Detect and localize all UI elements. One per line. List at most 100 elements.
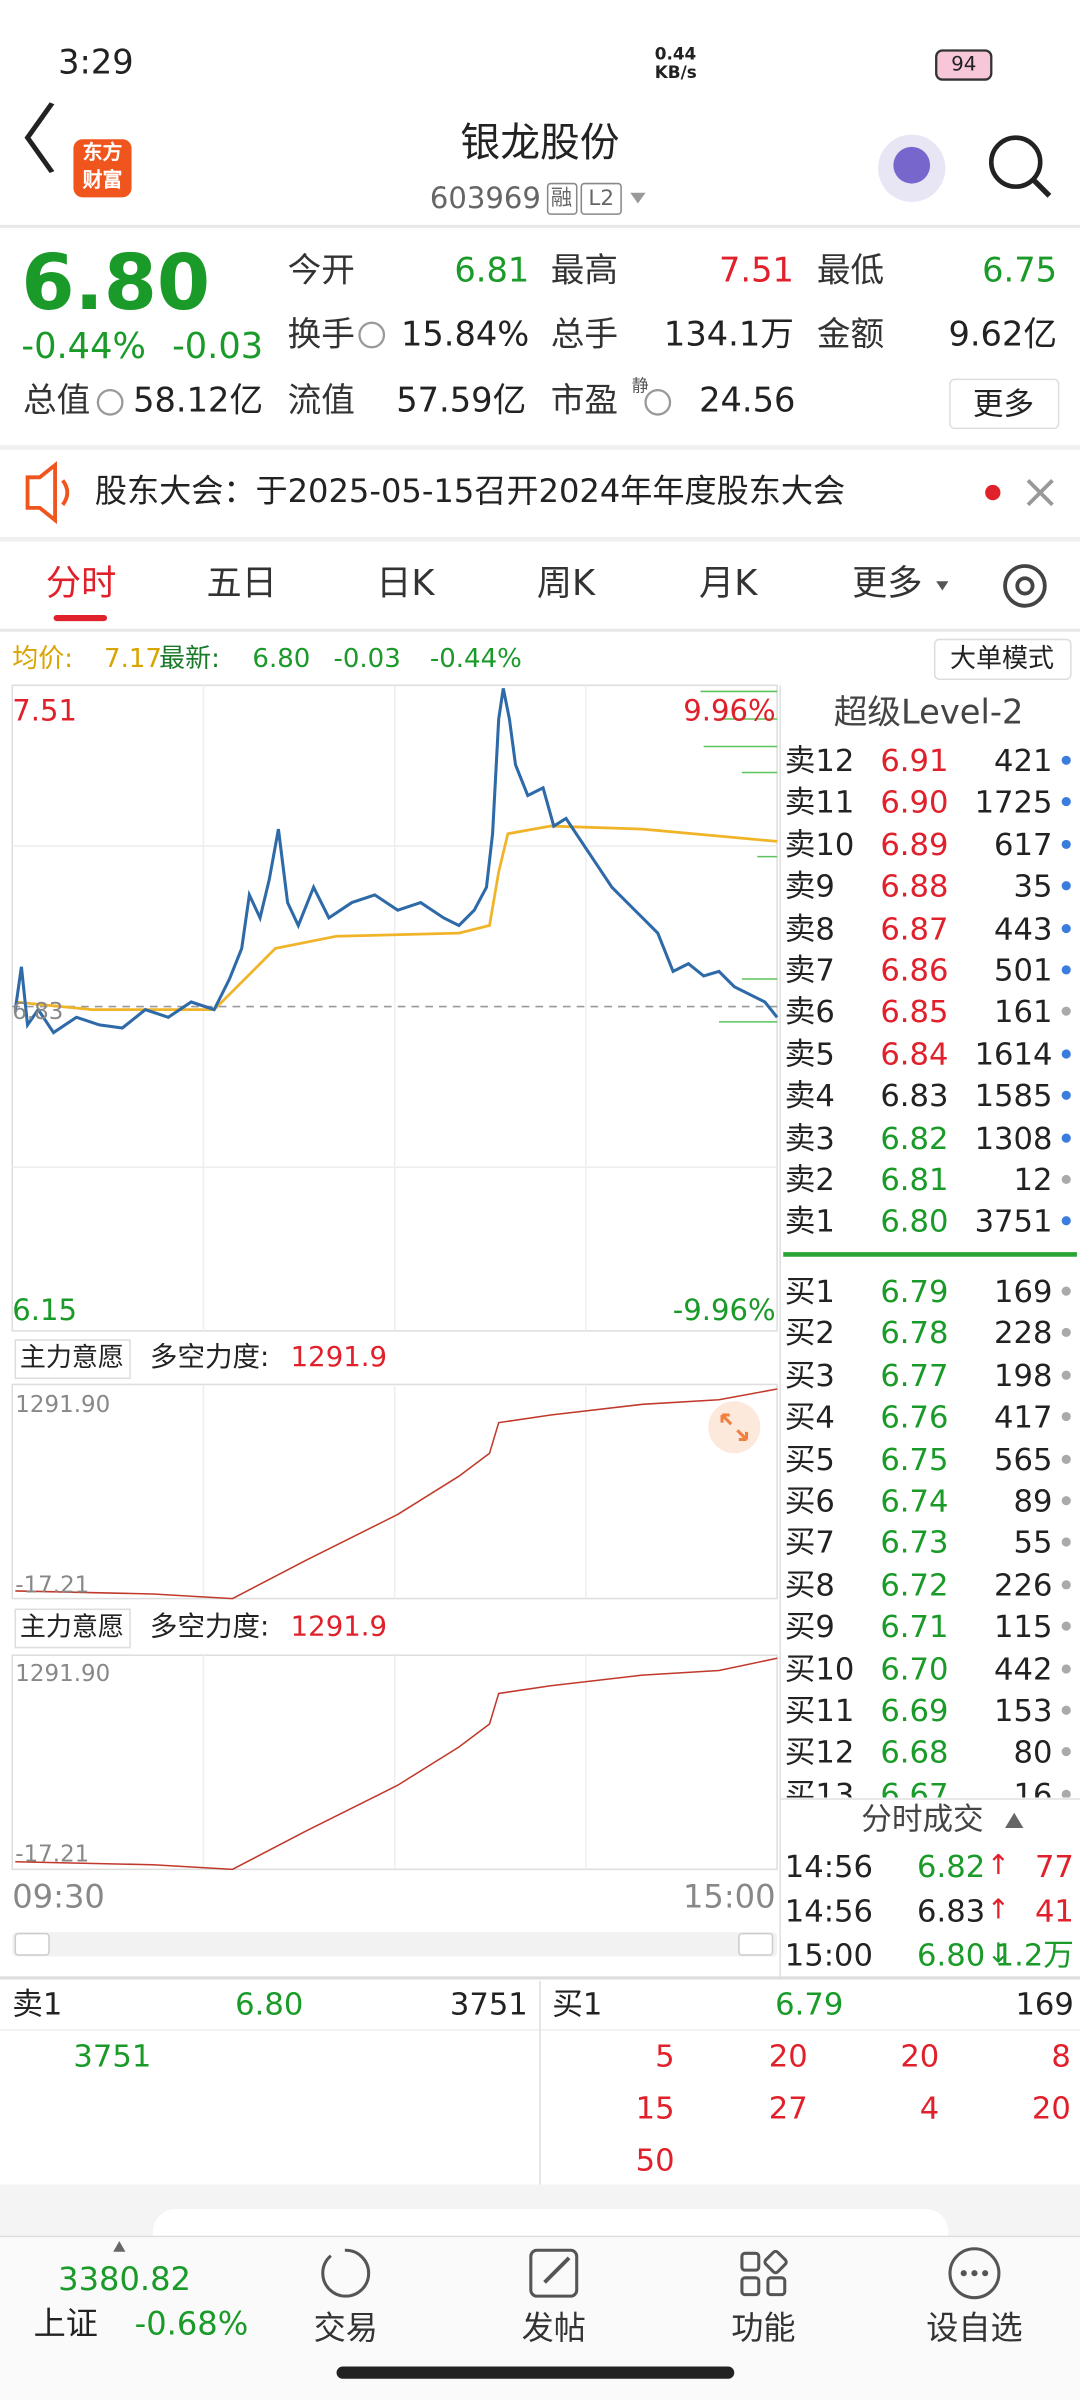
stat-value: 6.81 bbox=[454, 252, 530, 291]
search[interactable] bbox=[988, 135, 1043, 189]
trade-volume: 1.2万 bbox=[994, 1936, 1074, 1974]
index-name: 上证 bbox=[33, 2305, 98, 2343]
ask-label: 卖1 bbox=[784, 1202, 835, 1240]
price-low: 6.15 bbox=[12, 1293, 77, 1328]
more-button[interactable]: 更多 bbox=[972, 385, 1035, 423]
indicator-max: 1291.90 bbox=[15, 1390, 111, 1419]
stat-label: 总值 bbox=[22, 382, 91, 421]
trade-direction: ↓ bbox=[986, 1938, 1010, 1971]
trade-direction: ↑ bbox=[986, 1894, 1010, 1927]
ask-label: 卖3 bbox=[784, 1119, 835, 1156]
dot bbox=[1061, 1090, 1071, 1101]
ask-label: 卖2 bbox=[784, 1161, 835, 1198]
trade-time: 15:00 bbox=[784, 1936, 873, 1974]
indicator-name[interactable]: 主力意愿 bbox=[19, 1342, 124, 1374]
dot bbox=[1061, 1216, 1071, 1226]
ask-price: 6.84 bbox=[880, 1035, 949, 1073]
ask-label: 卖8 bbox=[784, 909, 835, 947]
ask-label: 卖12 bbox=[784, 741, 855, 779]
tab[interactable]: 分时 bbox=[45, 564, 117, 605]
trade-direction: ↑ bbox=[986, 1849, 1010, 1882]
dot bbox=[1061, 881, 1071, 891]
back[interactable] bbox=[24, 102, 55, 174]
trade-time: 14:56 bbox=[784, 1847, 873, 1885]
index-value: 3380.82 bbox=[58, 2261, 191, 2299]
bid-label: 买9 bbox=[784, 1608, 835, 1645]
queue-bid-volume: 169 bbox=[1015, 1985, 1074, 2023]
ask-price: 6.89 bbox=[880, 825, 949, 863]
bid-price: 6.78 bbox=[880, 1314, 949, 1352]
nav-item[interactable]: 交易 bbox=[313, 2310, 378, 2348]
stat-value: 24.56 bbox=[699, 382, 796, 421]
ask-volume: 1725 bbox=[974, 783, 1053, 821]
queue-order: 4 bbox=[919, 2089, 940, 2127]
bid-label: 买7 bbox=[784, 1524, 835, 1561]
indicator-value: 1291.9 bbox=[290, 1611, 388, 1644]
ask-volume: 617 bbox=[994, 825, 1053, 863]
bid-price: 6.75 bbox=[880, 1440, 949, 1478]
bid-price: 6.69 bbox=[880, 1691, 949, 1729]
ask-volume: 161 bbox=[994, 993, 1053, 1031]
ask-label: 卖5 bbox=[784, 1035, 835, 1073]
bid-price: 6.67 bbox=[880, 1775, 949, 1798]
tab[interactable]: 日K bbox=[376, 564, 435, 605]
pe-note: 静 bbox=[631, 376, 649, 397]
bid-label: 买2 bbox=[784, 1314, 835, 1352]
bid-volume: 115 bbox=[994, 1608, 1053, 1645]
dot bbox=[1061, 1174, 1071, 1185]
bid-volume: 226 bbox=[994, 1566, 1053, 1603]
avg-price: 7.17 bbox=[104, 643, 162, 675]
change: -0.03 bbox=[172, 327, 264, 368]
nav-item[interactable]: 设自选 bbox=[926, 2310, 1023, 2348]
notice: 股东大会：于2025-05-15召开2024年年度股东大会 bbox=[94, 473, 846, 511]
bid-price: 6.72 bbox=[880, 1566, 949, 1603]
nav-item[interactable]: 发帖 bbox=[521, 2310, 586, 2348]
settings[interactable] bbox=[1003, 564, 1047, 608]
queue-bid-price: 6.79 bbox=[775, 1985, 844, 2023]
tab-underline bbox=[53, 614, 108, 622]
bid-volume: 417 bbox=[994, 1398, 1053, 1436]
logo-text: 财富 bbox=[82, 170, 123, 194]
dot bbox=[1061, 1049, 1071, 1059]
dot bbox=[1061, 1705, 1071, 1715]
queue-ask-volume: 3751 bbox=[449, 1985, 528, 2023]
bid-price: 6.79 bbox=[880, 1272, 949, 1310]
ask-label: 卖9 bbox=[784, 867, 835, 905]
dot bbox=[1061, 1789, 1071, 1798]
indicator-min: -17.21 bbox=[15, 1571, 90, 1599]
bid-label: 买3 bbox=[784, 1356, 835, 1394]
tab[interactable]: 月K bbox=[699, 564, 758, 605]
indicator-label: 多空力度: bbox=[149, 1611, 270, 1644]
stock-code: 603969 bbox=[429, 181, 541, 216]
trade-volume: 41 bbox=[1034, 1892, 1074, 1930]
dot bbox=[1061, 1663, 1071, 1673]
mode-button[interactable]: 大单模式 bbox=[949, 643, 1054, 675]
queue-order: 27 bbox=[768, 2089, 808, 2127]
bid-volume: 153 bbox=[994, 1691, 1053, 1729]
bid-label: 买12 bbox=[784, 1733, 855, 1771]
bid-label: 买1 bbox=[784, 1272, 835, 1310]
bid-label: 买8 bbox=[784, 1566, 835, 1603]
tab[interactable]: 五日 bbox=[206, 564, 277, 605]
ask-label: 卖7 bbox=[784, 951, 835, 989]
more-button[interactable] bbox=[949, 378, 1060, 430]
bid-label: 买5 bbox=[784, 1440, 835, 1478]
dot bbox=[1061, 1454, 1071, 1464]
dot bbox=[1061, 1537, 1071, 1548]
ask-price: 6.83 bbox=[880, 1077, 949, 1114]
indicator-value: 1291.9 bbox=[290, 1341, 388, 1375]
battery-level: 94 bbox=[951, 53, 977, 77]
bid-volume: 80 bbox=[1013, 1733, 1053, 1771]
indicator-name[interactable]: 主力意愿 bbox=[19, 1612, 124, 1643]
tag: 融 bbox=[550, 186, 573, 211]
dot bbox=[1061, 755, 1071, 765]
tab[interactable]: 周K bbox=[536, 564, 596, 605]
indicator-label: 多空力度: bbox=[149, 1341, 270, 1375]
tab[interactable]: 更多 bbox=[852, 564, 923, 605]
latest-change-pct: -0.44% bbox=[429, 643, 522, 675]
nav-item[interactable]: 功能 bbox=[731, 2310, 796, 2348]
queue-order: 3751 bbox=[73, 2037, 152, 2075]
queue-order: 15 bbox=[635, 2089, 675, 2127]
